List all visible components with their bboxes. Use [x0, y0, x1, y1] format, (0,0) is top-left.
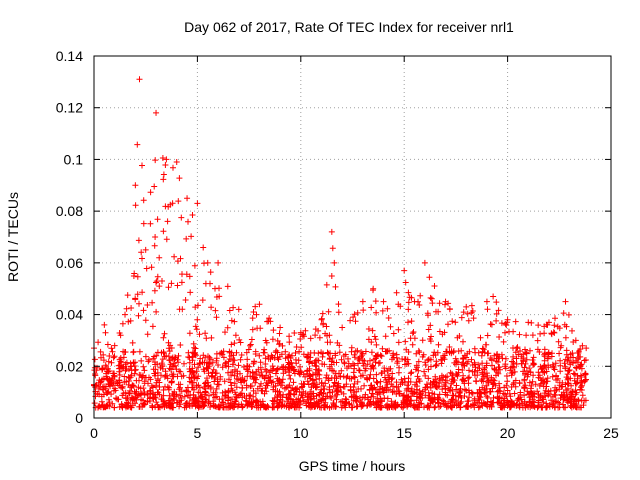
y-tick-label: 0.02 — [56, 358, 83, 374]
y-tick-label: 0.1 — [64, 151, 84, 167]
x-tick-label: 15 — [396, 425, 412, 441]
y-tick-label: 0.12 — [56, 100, 83, 116]
envelope-point — [163, 156, 170, 163]
y-tick-label: 0.04 — [56, 307, 83, 323]
envelope-point — [359, 298, 366, 305]
x-tick-label: 10 — [293, 425, 309, 441]
envelope-point — [142, 246, 149, 253]
y-tick-label: 0.06 — [56, 255, 83, 271]
y-axis-label: ROTI / TECUs — [5, 192, 21, 282]
envelope-point — [122, 311, 129, 318]
envelope-point — [463, 303, 470, 310]
axes: 0 5 10 15 20 25 0 0.02 0.04 0.06 0.08 0.1 0.12 0.14 — [56, 48, 619, 441]
envelope-point — [583, 345, 590, 352]
envelope-point — [328, 228, 335, 235]
envelope-point — [562, 298, 569, 305]
envelope-point — [380, 298, 387, 305]
x-axis-label: GPS time / hours — [299, 458, 406, 474]
x-tick-label: 5 — [194, 425, 202, 441]
envelope-point — [132, 182, 139, 189]
data-points — [91, 76, 590, 411]
y-tick-label: 0.14 — [56, 48, 83, 64]
envelope-point — [256, 301, 263, 308]
plot-frame — [93, 55, 612, 419]
y-tick-label: 0.08 — [56, 203, 83, 219]
envelope-point — [277, 324, 284, 331]
envelope-point — [483, 298, 490, 305]
envelope-point — [339, 324, 346, 331]
envelope-point — [215, 259, 222, 266]
envelope-point — [525, 319, 532, 326]
x-tick-label: 25 — [603, 425, 619, 441]
envelope-point — [401, 267, 408, 274]
envelope-point — [235, 306, 242, 313]
envelope-point — [490, 293, 497, 300]
envelope-point — [173, 159, 180, 166]
chart-title: Day 062 of 2017, Rate Of TEC Index for r… — [184, 19, 514, 35]
grid-lines — [94, 56, 611, 418]
envelope-point — [153, 109, 160, 116]
x-tick-label: 0 — [90, 425, 98, 441]
envelope-point — [101, 321, 108, 328]
envelope-point — [572, 337, 579, 344]
scatter-series — [91, 141, 589, 411]
envelope-point — [184, 195, 191, 202]
y-tick-label: 0 — [75, 410, 83, 426]
x-tick-label: 20 — [500, 425, 516, 441]
envelope-point — [136, 76, 143, 83]
envelope-point — [194, 200, 201, 207]
envelope-point — [421, 259, 428, 266]
envelope-point — [111, 342, 118, 349]
